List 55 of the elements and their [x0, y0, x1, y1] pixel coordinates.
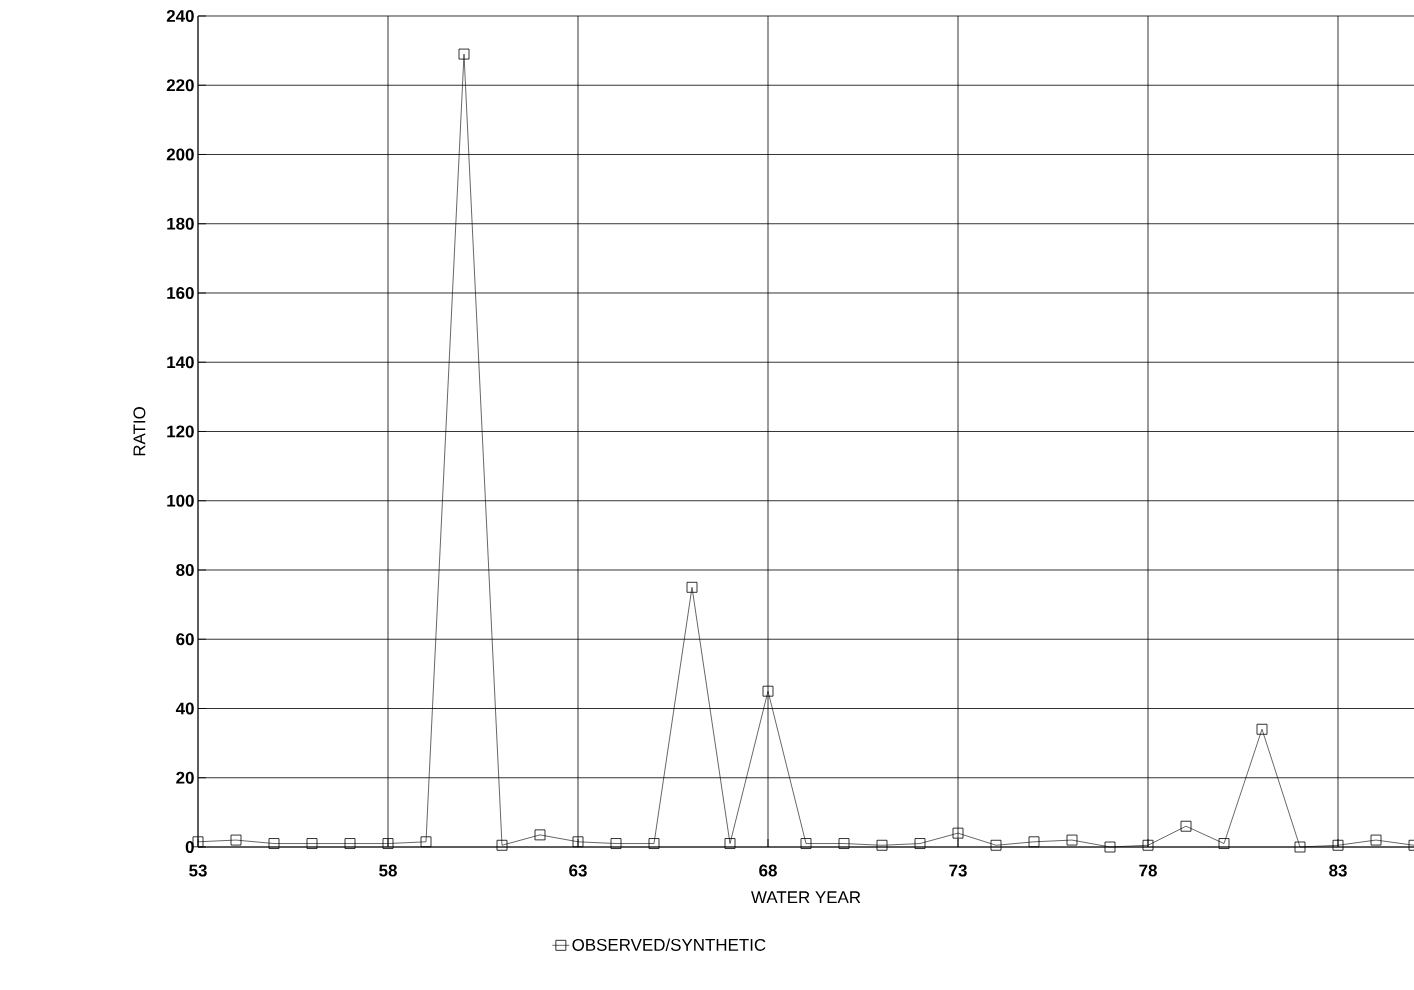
point	[230, 834, 242, 846]
point	[1180, 820, 1192, 832]
y-tick-label: 140	[167, 356, 194, 369]
point	[990, 839, 1002, 851]
point	[382, 838, 394, 849]
point	[1142, 839, 1154, 851]
point	[1294, 841, 1306, 853]
y-tick-label: 60	[176, 633, 194, 646]
point	[648, 838, 660, 849]
point	[914, 838, 926, 849]
y-tick-label: 220	[166, 79, 194, 92]
point	[534, 829, 546, 841]
point	[192, 836, 204, 848]
x-tick-label: 68	[759, 864, 777, 877]
x-tick-label: 58	[379, 864, 397, 877]
y-tick-label: 80	[176, 564, 194, 576]
point	[952, 827, 964, 839]
point	[1104, 841, 1116, 853]
y-tick-label: 20	[176, 771, 194, 784]
point	[724, 838, 736, 849]
x-tick-label: 53	[189, 864, 207, 877]
point	[306, 838, 318, 849]
x-tick-label: 63	[569, 864, 587, 877]
y-tick-label: 100	[167, 494, 194, 507]
y-tick-label: 180	[167, 217, 194, 230]
point	[1332, 839, 1344, 851]
legend-label: OBSERVED/SYNTHETIC	[572, 938, 766, 951]
y-tick-label: 200	[166, 148, 194, 161]
x-tick-label: 78	[1139, 864, 1157, 877]
x-tick-label: 73	[949, 864, 967, 877]
point	[458, 48, 470, 60]
y-tick-label: 160	[167, 287, 194, 299]
y-tick-label: 240	[166, 9, 194, 22]
y-tick-label: 40	[175, 702, 194, 715]
point	[572, 836, 584, 848]
point	[762, 685, 774, 697]
point	[1256, 723, 1268, 735]
y-tick-label: 120	[167, 425, 194, 438]
point	[800, 838, 812, 849]
point	[420, 836, 432, 848]
point	[1028, 836, 1040, 848]
x-tick-label: 83	[1329, 864, 1347, 877]
y-tick-label: 0	[185, 841, 194, 853]
point	[1066, 834, 1078, 846]
point	[876, 839, 888, 851]
x-axis-title: WATER YEAR	[751, 891, 861, 904]
point	[496, 839, 508, 851]
y-axis-title: RATIO	[133, 407, 146, 456]
point	[610, 838, 622, 849]
point	[686, 581, 698, 593]
point	[1218, 838, 1230, 849]
point	[268, 838, 280, 849]
point	[838, 838, 850, 849]
point	[1370, 834, 1382, 846]
point	[344, 838, 356, 849]
